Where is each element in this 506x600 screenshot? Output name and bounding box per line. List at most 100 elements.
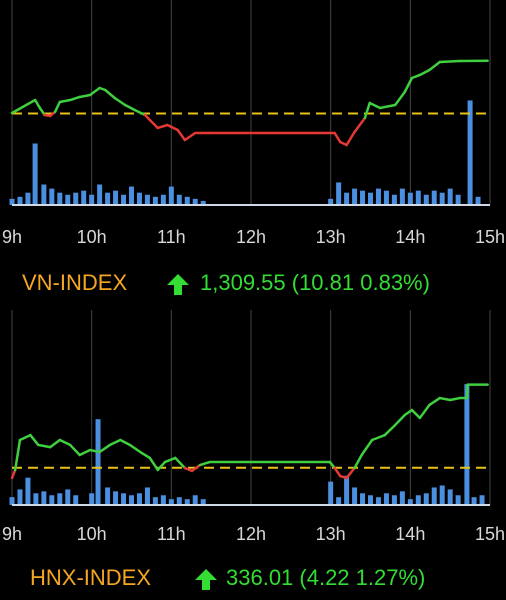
index-segment: [410, 73, 422, 80]
volume-bar: [423, 194, 429, 205]
index-segment: [353, 116, 367, 134]
volume-bar: [17, 196, 23, 205]
index-segment: [428, 60, 442, 72]
index-segment: [58, 98, 72, 104]
index-segment: [10, 468, 17, 480]
volume-bar: [57, 493, 63, 505]
volume-bar: [336, 497, 342, 505]
index-name: HNX-INDEX: [30, 565, 151, 590]
index-quote: 1,309.55 (10.81 0.83%): [200, 270, 430, 295]
index-segment: [108, 438, 122, 447]
index-segment: [360, 438, 374, 457]
index-segment: [68, 95, 81, 102]
volume-bar: [423, 493, 429, 505]
index-segment: [123, 103, 136, 112]
index-segment: [88, 448, 101, 454]
x-tick-label: 15h: [475, 227, 505, 247]
volume-bar: [41, 491, 47, 505]
x-tick-label: 12h: [236, 524, 266, 544]
index-segment: [13, 438, 22, 472]
volume-bar: [121, 493, 127, 505]
volume-bar: [336, 182, 342, 205]
volume-bar: [415, 190, 421, 205]
volume-bar: [200, 499, 206, 505]
volume-bar: [447, 188, 453, 205]
volume-bar: [113, 491, 119, 505]
index-segment: [78, 448, 92, 457]
index-segment: [368, 101, 382, 110]
volume-bar: [192, 198, 198, 205]
volume-bar: [168, 499, 174, 505]
volume-bar: [431, 487, 437, 505]
index-segment: [418, 403, 431, 420]
volume-bar: [439, 485, 445, 505]
index-quote: 336.01 (4.22 1.27%): [226, 565, 425, 590]
index-segment: [190, 463, 202, 473]
volume-bar: [368, 495, 373, 505]
index-segment: [156, 460, 167, 472]
volume-bar: [368, 192, 373, 205]
index-segment: [78, 93, 92, 99]
volume-bar: [89, 194, 95, 205]
index-segment: [139, 450, 152, 460]
index-segment: [345, 130, 356, 147]
volume-bar: [184, 196, 190, 205]
index-segment: [428, 396, 442, 407]
volume-bar: [105, 192, 111, 205]
index-segment: [58, 438, 72, 447]
index-segment: [333, 131, 342, 144]
volume-bar: [176, 497, 182, 505]
volume-bar: [160, 194, 166, 205]
volume-bar: [328, 198, 334, 205]
index-segment: [198, 460, 211, 467]
volume-bar: [41, 184, 47, 205]
volume-bar: [9, 497, 15, 505]
index-segment: [176, 128, 187, 142]
index-segment: [166, 123, 179, 132]
x-tick-label: 11h: [157, 227, 186, 247]
x-tick-label: 9h: [2, 524, 22, 544]
index-segment: [98, 443, 112, 454]
x-tick-label: 9h: [2, 227, 22, 247]
index-segment: [38, 106, 46, 117]
index-segment: [53, 100, 62, 114]
up-arrow: [167, 274, 189, 295]
volume-bar: [431, 190, 437, 205]
volume-bar: [360, 190, 366, 205]
index-segment: [113, 96, 127, 107]
x-tick-label: 15h: [475, 524, 505, 544]
volume-bar: [391, 194, 397, 205]
volume-bar: [467, 100, 473, 205]
volume-bar: [105, 487, 111, 505]
volume-bar: [168, 186, 174, 205]
volume-bar: [407, 499, 413, 505]
index-segment: [370, 433, 387, 442]
volume-bar: [25, 192, 31, 205]
volume-bar: [73, 495, 79, 505]
volume-bar: [447, 489, 453, 505]
volume-bar: [375, 188, 381, 205]
volume-bar: [464, 384, 470, 505]
volume-bar: [455, 495, 461, 505]
index-segment: [410, 408, 422, 420]
index-segment: [363, 101, 371, 120]
volume-bar: [160, 495, 166, 505]
volume-bar: [144, 194, 150, 205]
volume-bar: [439, 192, 445, 205]
volume-bar: [152, 497, 158, 505]
volume-bar: [360, 493, 366, 505]
index-segment: [378, 103, 397, 110]
volume-bar: [176, 194, 182, 205]
volume-bar: [328, 481, 334, 505]
x-tick-label: 10h: [77, 524, 107, 544]
volume-bar: [475, 196, 481, 205]
x-tick-label: 10h: [77, 227, 107, 247]
index-segment: [174, 456, 187, 470]
volume-bar: [136, 192, 142, 205]
index-segment: [133, 108, 147, 117]
index-segment: [403, 76, 414, 94]
x-tick-label: 14h: [395, 227, 425, 247]
volume-bar: [129, 186, 134, 205]
index-segment: [68, 443, 81, 457]
index-segment: [438, 396, 452, 402]
